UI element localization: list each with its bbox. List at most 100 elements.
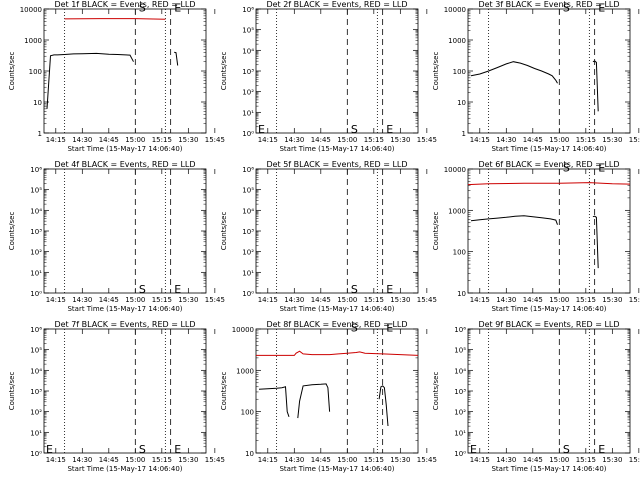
y-tick-label: 10 xyxy=(245,450,254,458)
x-tick-label: 14:15 xyxy=(258,136,278,144)
y-tick-label: 10⁴ xyxy=(30,207,42,215)
chart-panel-9: Det 9f BLACK = Events, RED = LLD 10⁰ 10¹ 10… xyxy=(432,320,640,473)
x-tick-label: 14:45 xyxy=(523,456,543,464)
plot-frame xyxy=(467,8,631,134)
chart-title: Det 2f BLACK = Events, RED = LLD xyxy=(266,0,407,9)
x-tick-label: 15:15 xyxy=(152,456,172,464)
y-axis-label: Counts/sec xyxy=(8,52,16,91)
end-marker: E xyxy=(386,123,393,136)
x-tick-label: 14:15 xyxy=(46,136,66,144)
x-axis-label: Start Time (15-May-17 14:06:40) xyxy=(279,305,394,313)
y-tick-label: 10³ xyxy=(242,228,254,236)
end-marker: E xyxy=(174,283,181,296)
y-tick-label: 10000 xyxy=(444,166,466,174)
chart-title: Det 4f BLACK = Events, RED = LLD xyxy=(54,160,195,169)
chart-panel-4: Det 4f BLACK = Events, RED = LLD 10⁰ 10¹ 10… xyxy=(8,160,225,313)
x-tick-label: 14:45 xyxy=(523,296,543,304)
chart-title: Det 3f BLACK = Events, RED = LLD xyxy=(478,0,619,9)
y-tick-label: 10² xyxy=(30,249,42,257)
end-marker: E xyxy=(386,283,393,296)
start-marker: S xyxy=(351,283,358,296)
x-tick-label: 14:30 xyxy=(284,296,304,304)
x-axis-label: Start Time (15-May-17 14:06:40) xyxy=(491,305,606,313)
y-axis-label: Counts/sec xyxy=(220,212,228,251)
x-tick-label: 15:45 xyxy=(629,296,640,304)
x-tick-label: 15:00 xyxy=(337,136,357,144)
chart-title: Det 7f BLACK = Events, RED = LLD xyxy=(54,320,195,329)
y-tick-label: 10² xyxy=(30,409,42,417)
x-tick-label: 15:30 xyxy=(178,456,198,464)
x-tick-label: 15:45 xyxy=(205,296,225,304)
plot-frame xyxy=(43,8,207,134)
x-tick-label: 14:15 xyxy=(46,296,66,304)
chart-panel-8: Det 8f BLACK = Events, RED = LLD 10 100 100… xyxy=(220,320,437,473)
plot-frame xyxy=(255,168,419,294)
x-tick-label: 15:30 xyxy=(602,296,622,304)
events-series-line xyxy=(258,386,290,417)
x-tick-label: 15:15 xyxy=(364,456,384,464)
x-tick-label: 15:00 xyxy=(549,456,569,464)
x-tick-label: 15:15 xyxy=(364,136,384,144)
x-tick-label: 14:30 xyxy=(496,136,516,144)
x-axis-label: Start Time (15-May-17 14:06:40) xyxy=(491,465,606,473)
y-tick-label: 10⁵ xyxy=(242,27,254,35)
x-tick-label: 14:45 xyxy=(99,136,119,144)
y-tick-label: 10⁰ xyxy=(30,450,42,458)
plot-frame xyxy=(255,8,419,134)
start-marker: S xyxy=(139,443,146,456)
x-tick-label: 15:45 xyxy=(205,456,225,464)
x-tick-label: 15:00 xyxy=(125,456,145,464)
x-axis-label: Start Time (15-May-17 14:06:40) xyxy=(67,305,182,313)
start-marker: S xyxy=(139,283,146,296)
plot-frame xyxy=(43,328,207,454)
chart-panel-6: Det 6f BLACK = Events, RED = LLD 10 100 100… xyxy=(432,160,640,313)
plot-frame xyxy=(43,168,207,294)
y-tick-label: 10000 xyxy=(232,326,254,334)
x-tick-label: 14:15 xyxy=(470,456,490,464)
plot-frame xyxy=(255,328,419,454)
y-tick-label: 1 xyxy=(462,130,466,138)
y-tick-label: 1000 xyxy=(24,37,42,45)
y-tick-label: 10000 xyxy=(444,6,466,14)
x-tick-label: 14:45 xyxy=(523,136,543,144)
start-marker: S xyxy=(351,321,358,334)
x-tick-label: 15:45 xyxy=(629,136,640,144)
y-axis-label: Counts/sec xyxy=(432,212,440,251)
x-tick-label: 14:15 xyxy=(258,296,278,304)
x-tick-label: 15:30 xyxy=(390,296,410,304)
y-tick-label: 10⁰ xyxy=(454,450,466,458)
end-marker-left: E xyxy=(470,443,477,456)
events-series-line xyxy=(470,215,558,225)
events-series-line xyxy=(297,383,331,419)
y-axis-label: Counts/sec xyxy=(220,372,228,411)
x-tick-label: 15:45 xyxy=(417,296,437,304)
start-marker: S xyxy=(351,123,358,136)
events-series-line xyxy=(592,215,599,269)
x-tick-label: 15:30 xyxy=(390,136,410,144)
y-tick-label: 10¹ xyxy=(242,269,254,277)
end-marker: E xyxy=(598,2,605,15)
y-tick-label: 10¹ xyxy=(30,269,42,277)
y-tick-label: 10⁴ xyxy=(454,367,466,375)
y-tick-label: 1000 xyxy=(236,367,254,375)
x-tick-label: 14:30 xyxy=(496,296,516,304)
x-tick-label: 15:00 xyxy=(125,296,145,304)
events-series-line xyxy=(378,385,389,427)
y-tick-label: 10² xyxy=(242,249,254,257)
x-axis-label: Start Time (15-May-17 14:06:40) xyxy=(491,145,606,153)
start-marker: S xyxy=(563,161,570,174)
x-tick-label: 15:45 xyxy=(417,456,437,464)
x-tick-label: 15:15 xyxy=(576,136,596,144)
y-axis-label: Counts/sec xyxy=(8,212,16,251)
y-tick-label: 10³ xyxy=(30,388,42,396)
x-tick-label: 14:30 xyxy=(284,456,304,464)
y-tick-label: 10⁵ xyxy=(242,187,254,195)
x-tick-label: 15:45 xyxy=(205,136,225,144)
y-tick-label: 1 xyxy=(38,130,42,138)
y-tick-label: 10 xyxy=(33,99,42,107)
start-marker: S xyxy=(139,2,146,15)
x-tick-label: 15:00 xyxy=(125,136,145,144)
chart-panel-1: Det 1f BLACK = Events, RED = LLD 1 10 100 10… xyxy=(8,0,225,153)
start-marker: S xyxy=(563,443,570,456)
end-marker: E xyxy=(386,321,393,334)
